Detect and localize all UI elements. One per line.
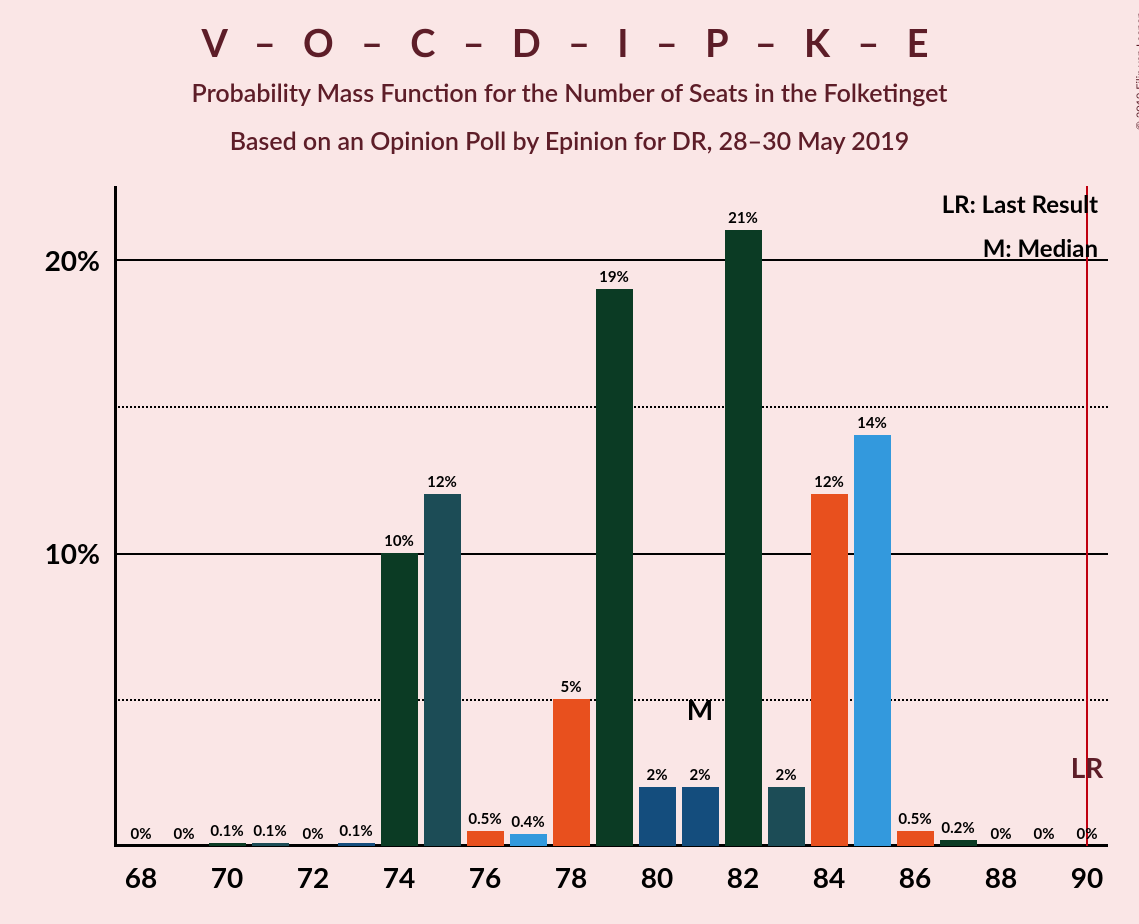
bar [596,289,633,846]
bar-value-label: 21% [728,209,758,227]
x-tick-label: 72 [283,860,343,894]
bar [553,699,590,846]
bar-value-label: 2% [690,766,711,784]
bar-value-label: 0% [131,825,152,843]
median-marker: M [687,692,713,726]
bar-value-label: 19% [599,268,629,286]
bar-value-label: 14% [857,414,887,432]
bar [897,831,934,846]
bar [682,787,719,846]
bar-value-label: 2% [776,766,797,784]
bar-value-label: 0% [991,825,1012,843]
x-tick-label: 80 [627,860,687,894]
bar [768,787,805,846]
bar [209,843,246,846]
bar [725,230,762,846]
bar [854,435,891,846]
y-axis-line [114,186,117,846]
bar [940,840,977,846]
chart-subtitle-1: Probability Mass Function for the Number… [0,78,1139,108]
bar-value-label: 12% [814,473,844,491]
chart-canvas: V – O – C – D – I – P – K – E Probability… [0,0,1139,924]
legend-median: M: Median [983,234,1098,263]
bar-value-label: 0.2% [941,819,974,837]
chart-subtitle-2: Based on an Opinion Poll by Epinion for … [0,126,1139,156]
x-tick-label: 78 [541,860,601,894]
x-tick-label: 70 [197,860,257,894]
bar-value-label: 0.1% [210,822,243,840]
bar [639,787,676,846]
bar [338,843,375,846]
bar-value-label: 0.1% [339,822,372,840]
last-result-label: LR [1071,750,1104,784]
x-tick-label: 76 [455,860,515,894]
bar-value-label: 0% [303,825,324,843]
bar-value-label: 0.5% [898,810,931,828]
copyright-text: © 2019 Filip van Laenen [1134,12,1139,130]
bar [510,834,547,846]
y-tick-label: 20% [0,243,100,277]
bar [381,553,418,846]
x-tick-label: 86 [885,860,945,894]
bar [252,843,289,846]
bar-value-label: 0% [1034,825,1055,843]
bar-value-label: 0.5% [468,810,501,828]
x-tick-label: 68 [111,860,171,894]
bar [424,494,461,846]
bar-value-label: 0.1% [253,822,286,840]
bar [467,831,504,846]
bar-value-label: 0% [174,825,195,843]
plot-area: 0% 0% 0.1% 0.1% 0% 0.1% 10% 12% 0.5% 0.4% 5% 19% 2% 2… [114,186,1108,846]
x-tick-label: 84 [799,860,859,894]
y-tick-label: 10% [0,536,100,570]
legend-last-result: LR: Last Result [942,190,1098,219]
last-result-line [1086,186,1088,846]
bar-value-label: 0.4% [511,813,544,831]
bar-value-label: 12% [427,473,457,491]
bar-value-label: 2% [647,766,668,784]
x-tick-label: 82 [713,860,773,894]
bar-value-label: 0% [1077,825,1098,843]
x-tick-label: 90 [1057,860,1117,894]
x-tick-label: 88 [971,860,1031,894]
x-tick-label: 74 [369,860,429,894]
bar [811,494,848,846]
chart-title-letters: V – O – C – D – I – P – K – E [0,20,1139,66]
bar-value-label: 10% [384,532,414,550]
bar-value-label: 5% [561,678,582,696]
gridline [114,259,1108,261]
